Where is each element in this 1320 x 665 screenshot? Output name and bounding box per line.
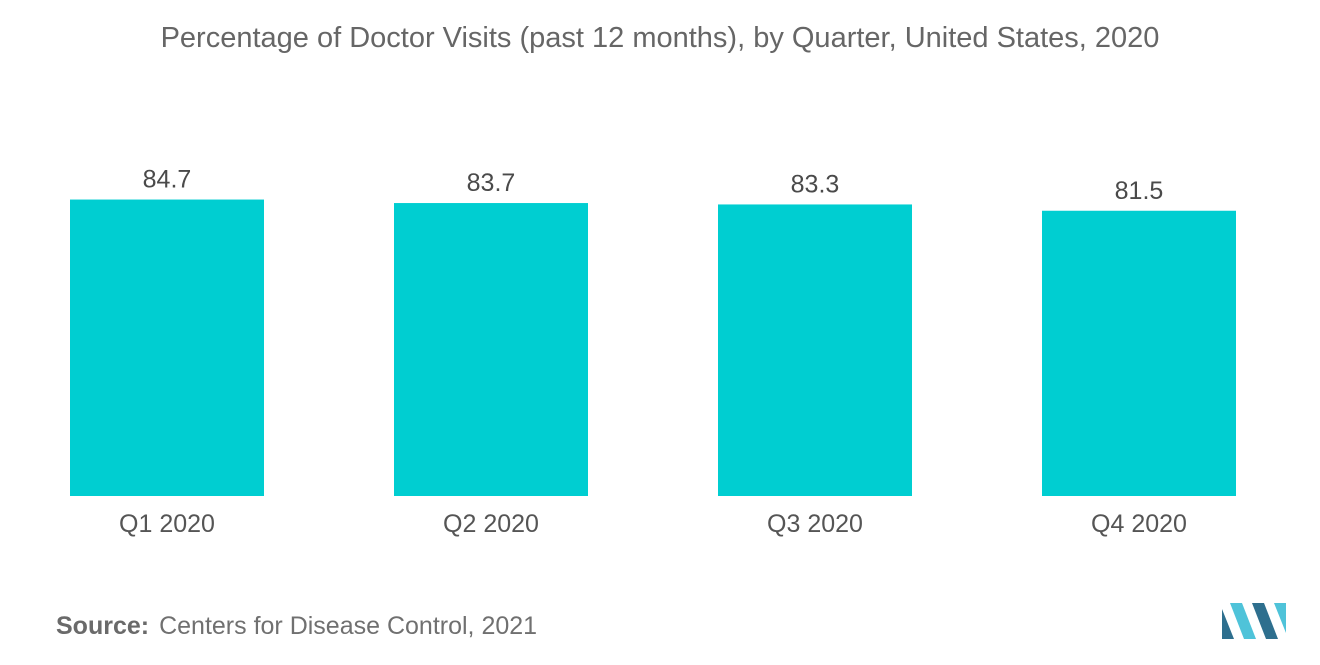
category-label: Q4 2020 [1091,510,1187,538]
category-labels-layer: Q1 2020 Q2 2020 Q3 2020 Q4 2020 [119,510,1187,538]
bar-q3-2020 [718,204,912,496]
bars-layer [70,199,1236,497]
logo-right-stroke [1252,603,1278,639]
category-label: Q1 2020 [119,510,215,538]
company-logo [1222,603,1286,639]
source-label: Source: [56,612,150,640]
value-label: 81.5 [1115,177,1164,205]
bar-q2-2020 [394,203,588,497]
logo-mid-stroke [1230,603,1256,639]
source-note: Source: Centers for Disease Control, 2021 [56,612,537,641]
source-text: Centers for Disease Control, 2021 [159,612,538,640]
chart-title: Percentage of Doctor Visits (past 12 mon… [160,22,1160,54]
logo-end-stroke [1274,603,1286,633]
logo-left-stroke [1222,609,1234,639]
bar-chart: 84.7 83.7 83.3 81.5 Q1 2020 Q2 2020 Q3 2020 Q4… [70,166,1236,538]
bar-q4-2020 [1042,210,1236,496]
value-labels-layer: 84.7 83.7 83.3 81.5 [143,166,1164,205]
category-label: Q2 2020 [443,510,539,538]
value-label: 83.7 [467,169,516,197]
value-label: 83.3 [791,170,840,198]
category-label: Q3 2020 [767,510,863,538]
bar-q1-2020 [70,199,264,497]
value-label: 84.7 [143,166,192,194]
